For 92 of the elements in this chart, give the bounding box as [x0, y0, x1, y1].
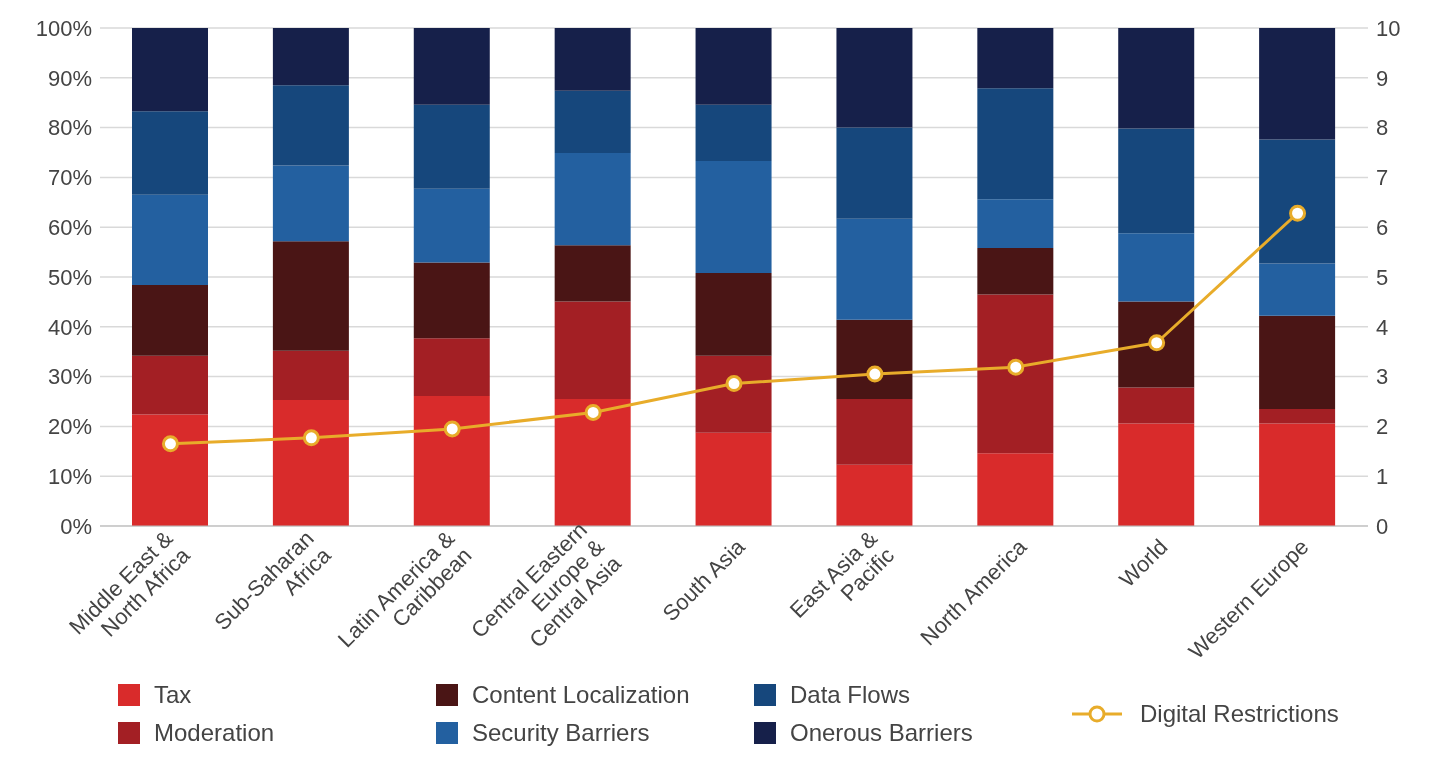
bar	[413, 104, 490, 189]
bar	[413, 396, 490, 526]
y2-tick-label: 9	[1376, 65, 1389, 91]
y2-tick-label: 6	[1376, 215, 1389, 241]
bar	[977, 248, 1054, 295]
bar	[977, 28, 1054, 89]
legend-label: Security Barriers	[472, 719, 650, 747]
bar	[1259, 263, 1336, 316]
y-tick-label: 20%	[47, 414, 92, 440]
bar	[1118, 28, 1195, 129]
y2-tick-label: 2	[1376, 414, 1389, 440]
y-tick-label: 70%	[47, 165, 92, 191]
bar	[413, 338, 490, 397]
point	[443, 420, 461, 438]
y-tick-label: 100%	[35, 15, 92, 41]
bar	[132, 355, 208, 415]
y-tick-label: 80%	[47, 115, 92, 141]
bar	[695, 273, 772, 356]
bar	[1259, 315, 1336, 409]
y-tick-label: 0%	[60, 513, 92, 539]
bar	[977, 199, 1054, 249]
y-tick-label: 40%	[47, 314, 92, 340]
bar	[1118, 301, 1195, 388]
bar	[1259, 408, 1336, 424]
bar	[1118, 387, 1195, 424]
bar	[695, 160, 772, 274]
point	[161, 435, 179, 453]
legend-label: Tax	[154, 681, 192, 709]
bar	[695, 355, 772, 433]
legend-label: Content Localization	[472, 681, 690, 709]
bar	[836, 464, 913, 526]
y2-tick-label: 4	[1376, 314, 1389, 340]
bar	[554, 245, 631, 302]
y-tick-label: 30%	[47, 364, 92, 390]
legend-label: Moderation	[154, 719, 275, 747]
bar	[836, 319, 913, 400]
y2-tick-label: 0	[1376, 513, 1389, 539]
point	[725, 375, 743, 393]
y2-tick-label: 7	[1376, 165, 1389, 191]
bar	[413, 262, 490, 339]
point	[1007, 358, 1025, 376]
legend-label: Digital Restrictions	[1140, 700, 1339, 728]
bar	[695, 432, 772, 526]
bar	[1259, 139, 1336, 264]
bar	[413, 28, 490, 105]
bar	[1259, 28, 1336, 140]
bar	[1259, 423, 1336, 526]
bar	[272, 85, 349, 166]
bar	[132, 194, 208, 285]
bar	[554, 28, 631, 91]
bar	[132, 28, 208, 112]
y2-tick-label: 3	[1376, 364, 1389, 390]
y2-tick-label: 1	[1376, 464, 1389, 490]
bar	[272, 350, 349, 401]
y-tick-label: 50%	[47, 264, 92, 290]
point	[1289, 204, 1307, 222]
bar	[1118, 423, 1195, 526]
bar	[554, 90, 631, 153]
bar	[272, 165, 349, 242]
y-tick-label: 90%	[47, 65, 92, 91]
bar	[977, 294, 1054, 454]
bar	[554, 301, 631, 400]
bar	[836, 127, 913, 219]
bar	[132, 414, 208, 526]
bar	[977, 453, 1054, 526]
bar	[695, 104, 772, 161]
bar	[977, 88, 1054, 200]
point	[584, 403, 602, 421]
bar	[554, 153, 631, 246]
bar	[272, 400, 349, 526]
y-tick-label: 60%	[47, 215, 92, 241]
y2-tick-label: 8	[1376, 115, 1389, 141]
bar	[695, 28, 772, 105]
legend-label: Onerous Barriers	[790, 719, 973, 747]
bar	[836, 218, 913, 320]
bar	[554, 399, 631, 526]
y-tick-label: 10%	[47, 464, 92, 490]
y2-tick-label: 5	[1376, 264, 1389, 290]
legend-label: Data Flows	[790, 681, 911, 709]
bar	[1118, 128, 1195, 234]
bar	[836, 28, 913, 128]
point	[866, 365, 884, 383]
bar	[1118, 233, 1195, 302]
point	[1148, 334, 1166, 352]
point	[302, 429, 320, 447]
y2-tick-label: 10	[1376, 15, 1401, 41]
bar	[272, 28, 349, 86]
bar	[836, 399, 913, 465]
bar	[272, 241, 349, 351]
bar	[132, 284, 208, 356]
bar	[413, 188, 490, 263]
bar	[132, 111, 208, 195]
